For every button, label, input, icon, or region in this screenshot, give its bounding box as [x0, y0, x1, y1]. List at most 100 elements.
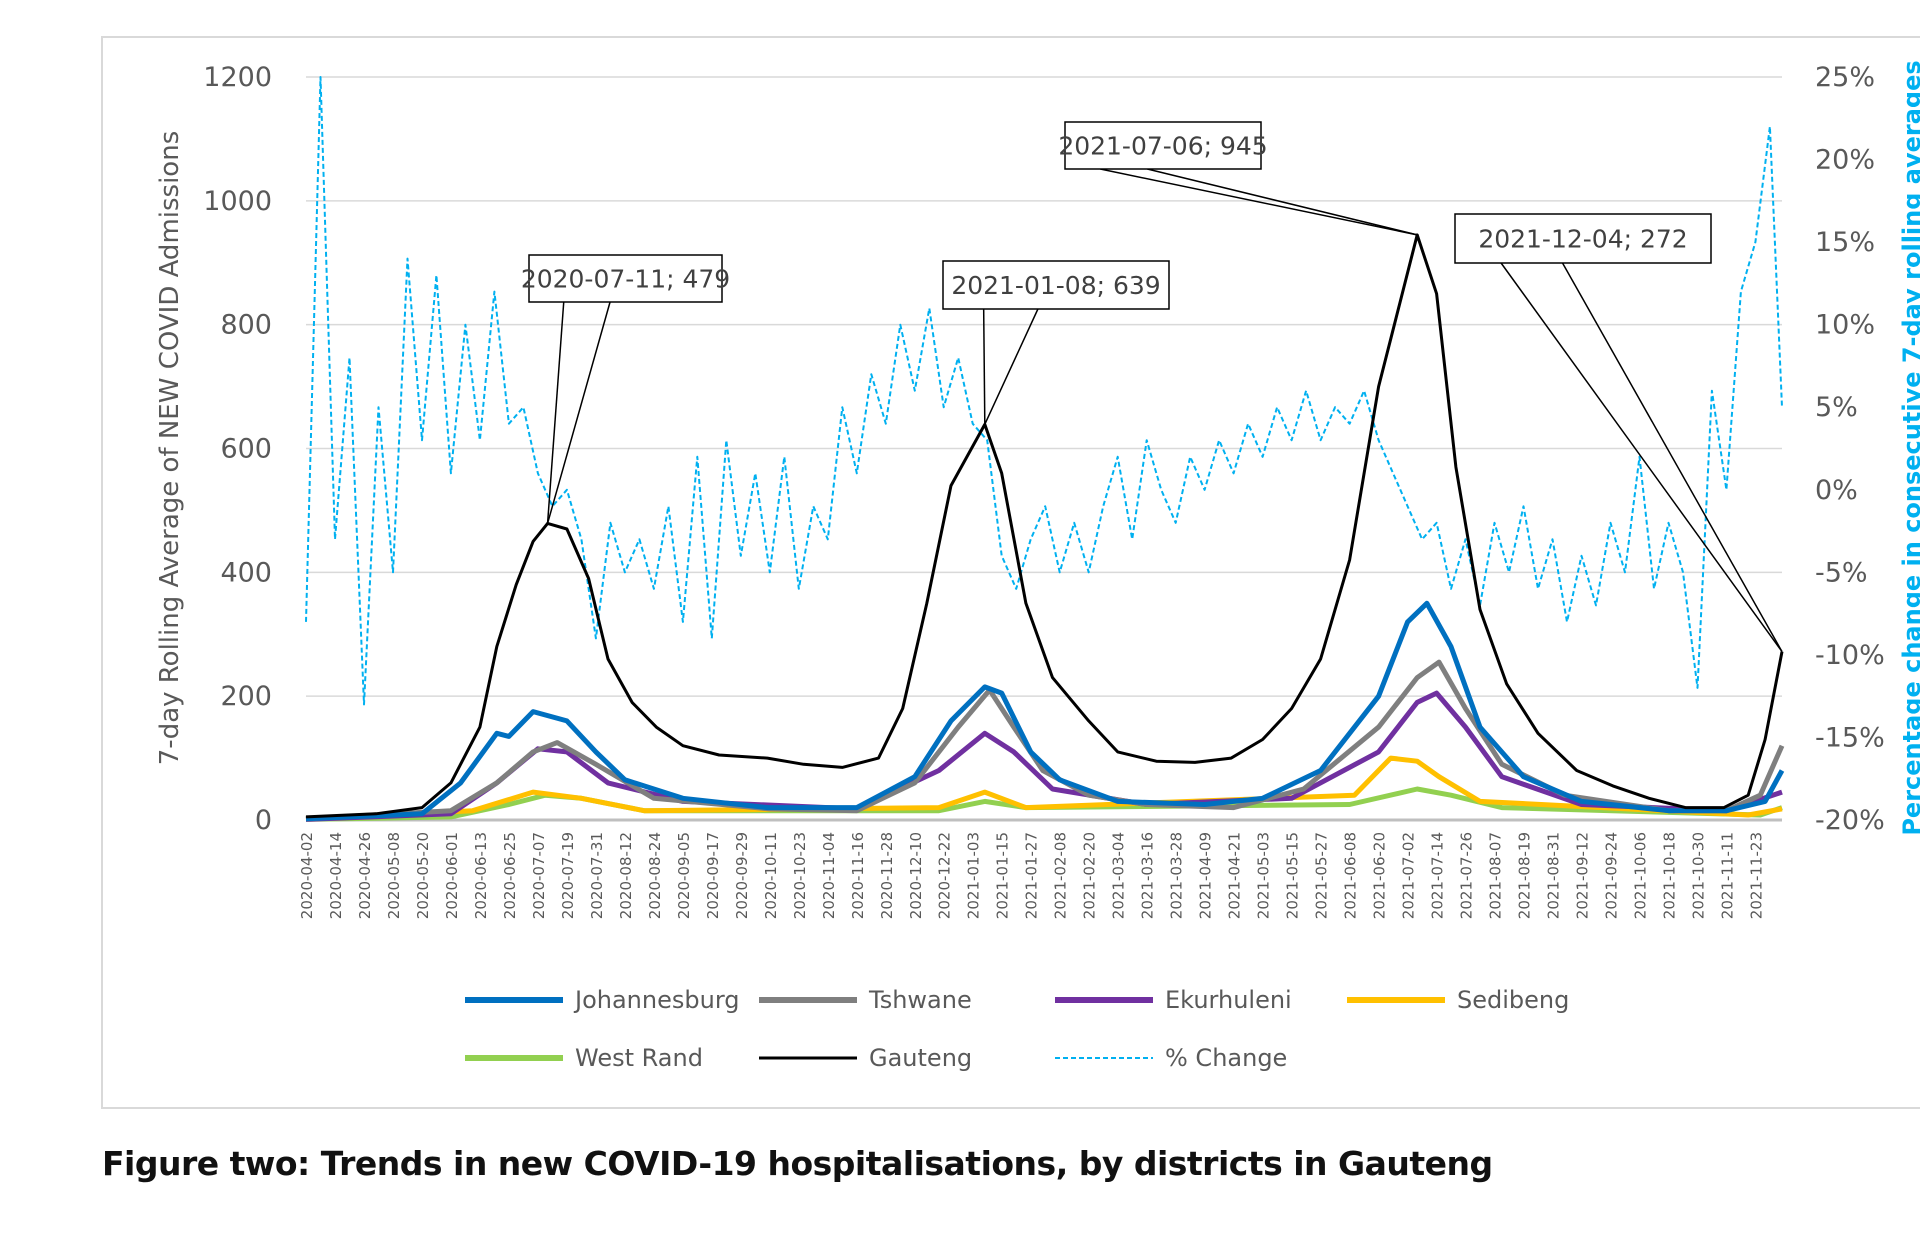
- x-tick-label: 2020-11-28: [878, 832, 896, 919]
- callout-leader: [546, 301, 565, 524]
- y2-tick-label: -15%: [1815, 722, 1885, 753]
- x-tick-label: 2020-05-20: [414, 832, 432, 919]
- x-tick-label: 2020-07-31: [588, 832, 606, 919]
- x-tick-label: 2020-09-05: [675, 832, 693, 919]
- figure-caption: Figure two: Trends in new COVID-19 hospi…: [102, 1144, 1493, 1183]
- callout-leader: [1561, 262, 1783, 652]
- callout-leader: [1147, 168, 1418, 236]
- callout-box: [1064, 121, 1262, 170]
- x-tick-label: 2021-08-31: [1545, 832, 1563, 919]
- x-tick-label: 2020-08-24: [646, 832, 664, 919]
- x-tick-label: 2020-07-19: [559, 832, 577, 919]
- callout-box: [942, 260, 1170, 310]
- series-line-change: [305, 76, 1783, 706]
- x-tick-label: 2021-09-24: [1602, 832, 1620, 919]
- x-tick-label: 2021-04-09: [1197, 832, 1215, 919]
- x-tick-label: 2020-09-29: [733, 832, 751, 919]
- x-tick-label: 2020-04-26: [356, 832, 374, 919]
- y-axis-title: 7-day Rolling Average of NEW COVID Admis…: [155, 131, 185, 765]
- x-tick-label: 2020-11-04: [820, 832, 838, 919]
- x-tick-label: 2021-01-03: [965, 832, 983, 919]
- x-tick-label: 2021-08-19: [1516, 832, 1534, 919]
- y-tick-label: 400: [220, 557, 272, 588]
- x-tick-label: 2020-04-02: [298, 832, 316, 919]
- x-tick-label: 2021-05-27: [1313, 832, 1331, 919]
- x-tick-label: 2020-12-22: [936, 832, 954, 919]
- x-tick-label: 2021-08-07: [1487, 832, 1505, 919]
- x-tick-label: 2021-05-15: [1284, 832, 1302, 919]
- legend-label: Tshwane: [868, 986, 972, 1014]
- legend-label: Sedibeng: [1457, 986, 1569, 1014]
- callout-box: [528, 254, 723, 303]
- x-tick-label: 2021-03-28: [1168, 832, 1186, 919]
- legend-label: Johannesburg: [573, 986, 740, 1014]
- callout-label: 2021-12-04; 272: [1478, 225, 1687, 254]
- x-tick-label: 2020-06-13: [472, 832, 490, 919]
- x-tick-label: 2021-06-20: [1371, 832, 1389, 919]
- x-tick-label: 2021-06-08: [1342, 832, 1360, 919]
- x-tick-label: 2021-04-21: [1226, 832, 1244, 919]
- y2-tick-label: -20%: [1815, 805, 1885, 836]
- x-tick-label: 2021-07-26: [1458, 832, 1476, 919]
- callout-leader: [546, 301, 611, 524]
- x-tick-label: 2021-07-14: [1429, 832, 1447, 919]
- series-line-gauteng: [305, 233, 1784, 819]
- y-tick-label: 0: [255, 805, 272, 836]
- x-tick-label: 2020-06-25: [501, 832, 519, 919]
- series-line-ekurhuleni: [305, 690, 1783, 822]
- callout-box: [1454, 213, 1712, 264]
- x-tick-label: 2020-05-08: [385, 832, 403, 919]
- y2-axis-title: Percentage change in consecutive 7-day r…: [1898, 60, 1920, 835]
- legend-label: Ekurhuleni: [1165, 986, 1292, 1014]
- x-tick-label: 2021-03-16: [1139, 832, 1157, 919]
- callout-label: 2021-01-08; 639: [951, 271, 1160, 300]
- y-tick-label: 200: [220, 681, 272, 712]
- x-tick-label: 2021-11-11: [1718, 832, 1736, 919]
- series-line-johannesburg: [305, 600, 1785, 822]
- x-tick-label: 2021-10-30: [1689, 832, 1707, 919]
- x-tick-label: 2021-10-06: [1631, 832, 1649, 919]
- x-tick-label: 2020-10-23: [791, 832, 809, 919]
- y-tick-label: 800: [220, 310, 272, 341]
- callout-leader: [1100, 168, 1418, 236]
- callout-label: 2021-07-06; 945: [1058, 132, 1267, 161]
- y2-tick-label: 25%: [1815, 62, 1875, 93]
- x-tick-label: 2021-07-02: [1400, 832, 1418, 919]
- x-tick-label: 2021-03-04: [1110, 832, 1128, 919]
- x-tick-label: 2021-01-27: [1023, 832, 1041, 919]
- y-tick-label: 1000: [203, 186, 272, 217]
- x-tick-label: 2020-07-07: [530, 832, 548, 919]
- x-tick-label: 2020-08-12: [617, 832, 635, 919]
- x-tick-label: 2020-06-01: [443, 832, 461, 919]
- x-tick-label: 2021-10-18: [1660, 832, 1678, 919]
- y2-tick-label: 20%: [1815, 145, 1875, 176]
- x-tick-label: 2020-11-16: [849, 832, 867, 919]
- y2-tick-label: 15%: [1815, 227, 1875, 258]
- x-tick-label: 2021-11-23: [1747, 832, 1765, 919]
- y2-tick-label: 5%: [1815, 392, 1858, 423]
- x-tick-label: 2020-09-17: [704, 832, 722, 919]
- series-line-sedibeng: [305, 755, 1783, 822]
- x-tick-label: 2020-10-11: [762, 832, 780, 919]
- y2-tick-label: 10%: [1815, 310, 1875, 341]
- legend-label: % Change: [1165, 1044, 1287, 1072]
- y2-tick-label: -5%: [1815, 557, 1868, 588]
- y-tick-label: 600: [220, 434, 272, 465]
- x-tick-label: 2020-12-10: [907, 832, 925, 919]
- callout-leader: [982, 308, 986, 425]
- callout-leader: [1500, 262, 1783, 653]
- legend-label: Gauteng: [869, 1044, 972, 1072]
- x-tick-label: 2021-09-12: [1573, 832, 1591, 919]
- x-tick-label: 2021-01-15: [994, 832, 1012, 919]
- x-tick-label: 2020-04-14: [327, 832, 345, 919]
- callout-label: 2020-07-11; 479: [521, 265, 730, 294]
- y2-tick-label: -10%: [1815, 640, 1885, 671]
- x-tick-label: 2021-02-20: [1081, 832, 1099, 919]
- callout-leader: [984, 308, 1039, 425]
- y-tick-label: 1200: [203, 62, 272, 93]
- legend-label: West Rand: [575, 1044, 703, 1072]
- y2-tick-label: 0%: [1815, 475, 1858, 506]
- x-tick-label: 2021-02-08: [1052, 832, 1070, 919]
- x-tick-label: 2021-05-03: [1255, 832, 1273, 919]
